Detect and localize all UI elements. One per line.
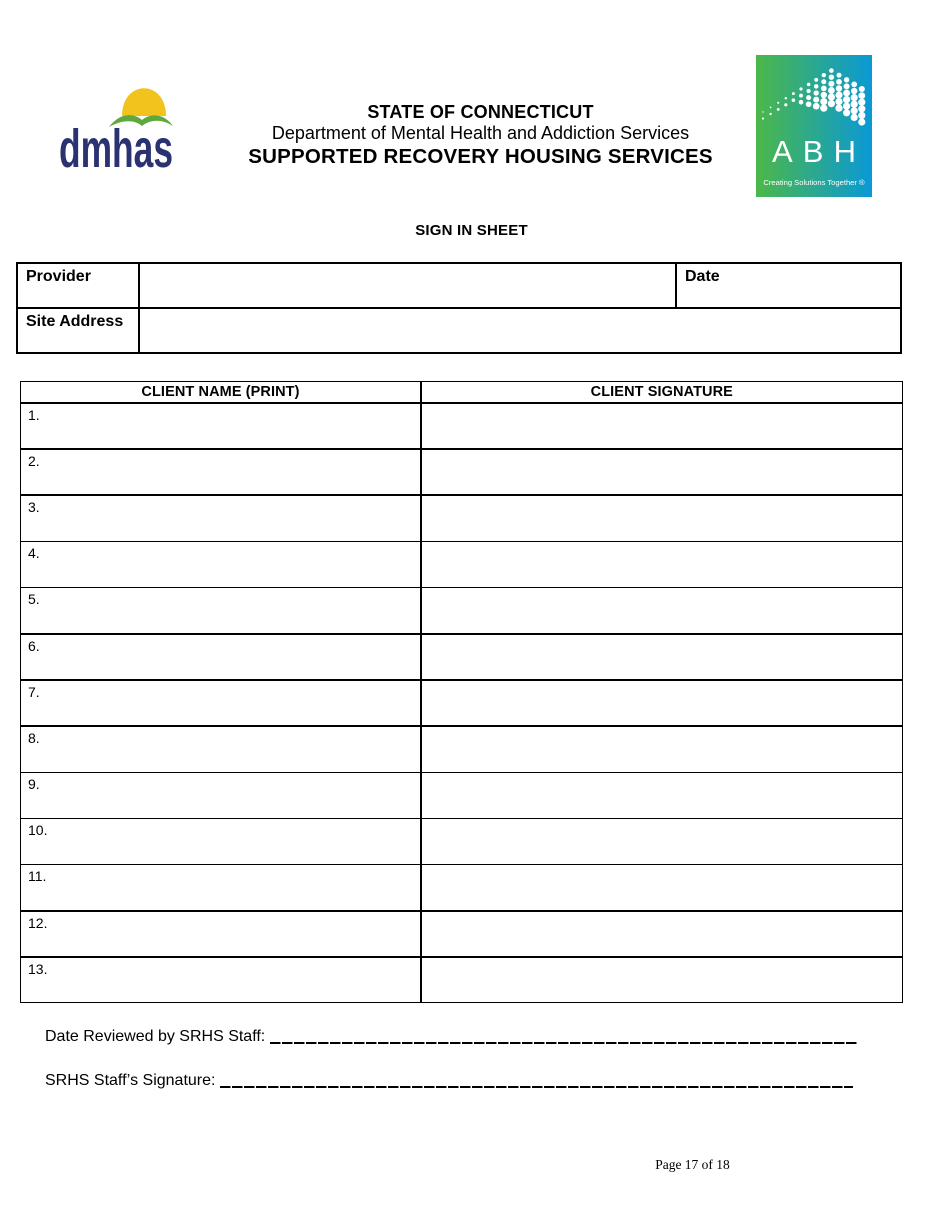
abh-wordmark: ABH — [772, 134, 856, 169]
department-title: Department of Mental Health and Addictio… — [271, 123, 690, 143]
dmhas-logo: dmhas — [59, 88, 173, 171]
client-signature-cell[interactable] — [421, 819, 902, 864]
client-signature-cell[interactable] — [421, 542, 902, 587]
client-signature-cell[interactable] — [421, 680, 902, 726]
page-title: SIGN IN SHEET — [415, 222, 528, 239]
row-number: 2. — [28, 452, 40, 469]
client-table: CLIENT NAME (PRINT) CLIENT SIGNATURE 1. 2… — [20, 381, 903, 1004]
client-signature-cell[interactable] — [421, 634, 902, 680]
client-name-cell[interactable]: 5. — [21, 588, 420, 633]
program-title: SUPPORTED RECOVERY HOUSING SERVICES — [248, 145, 713, 168]
client-signature-cell[interactable] — [421, 773, 902, 818]
column-header-client-signature: CLIENT SIGNATURE — [421, 382, 902, 402]
provider-info-table: Provider Date Site Address — [16, 262, 902, 354]
page-number: Page 17 of 18 — [655, 1157, 730, 1172]
client-signature-cell[interactable] — [421, 957, 902, 1003]
client-name-cell[interactable]: 4. — [21, 542, 420, 587]
date-label: Date — [685, 268, 720, 285]
site-address-field[interactable] — [140, 309, 900, 352]
dmhas-sun-shape — [122, 88, 166, 116]
abh-logo: ABH Creating Solutions Together ® — [756, 55, 872, 197]
client-name-cell[interactable]: 8. — [21, 726, 420, 772]
staff-signature-fill-line[interactable] — [220, 1086, 853, 1088]
row-number: 5. — [28, 591, 40, 608]
client-name-cell[interactable]: 12. — [21, 911, 420, 957]
client-name-cell[interactable]: 2. — [21, 449, 420, 495]
date-reviewed-line: Date Reviewed by SRHS Staff: — [45, 1028, 857, 1046]
row-number: 8. — [28, 729, 40, 746]
client-name-cell[interactable]: 10. — [21, 819, 420, 864]
site-address-value — [140, 309, 900, 313]
client-signature-cell[interactable] — [421, 911, 902, 957]
client-signature-cell[interactable] — [421, 588, 902, 633]
staff-signature-line: SRHS Staff’s Signature: — [45, 1072, 853, 1090]
site-address-label-cell: Site Address — [18, 309, 138, 352]
row-number: 4. — [28, 545, 40, 562]
client-name-cell[interactable]: 7. — [21, 680, 420, 726]
column-header-client-name: CLIENT NAME (PRINT) — [21, 382, 420, 402]
client-name-cell[interactable]: 6. — [21, 634, 420, 680]
client-signature-cell[interactable] — [421, 403, 902, 449]
row-number: 10. — [28, 822, 48, 839]
provider-value — [140, 264, 675, 268]
row-number: 7. — [28, 683, 40, 700]
row-number: 3. — [28, 498, 40, 515]
row-number: 11. — [28, 868, 47, 885]
client-signature-cell[interactable] — [421, 865, 902, 911]
dmhas-arc-shape — [109, 115, 173, 127]
date-reviewed-label: Date Reviewed by SRHS Staff: — [45, 1028, 266, 1045]
client-signature-cell[interactable] — [421, 495, 902, 541]
abh-tagline: Creating Solutions Together ® — [763, 178, 865, 187]
client-name-cell[interactable]: 1. — [21, 403, 420, 449]
provider-label-cell: Provider — [18, 264, 138, 307]
row-number: 12. — [28, 914, 48, 931]
provider-field[interactable] — [140, 264, 675, 307]
client-signature-cell[interactable] — [421, 449, 902, 495]
client-name-cell[interactable]: 11. — [21, 865, 420, 911]
row-number: 1. — [28, 406, 40, 423]
row-number: 9. — [28, 776, 40, 793]
date-field[interactable]: Date — [677, 264, 900, 307]
row-number: 6. — [28, 637, 40, 654]
provider-label: Provider — [26, 268, 91, 285]
abh-gradient-background — [756, 55, 872, 197]
client-name-cell[interactable]: 3. — [21, 495, 420, 541]
client-name-cell[interactable]: 9. — [21, 773, 420, 818]
staff-signature-label: SRHS Staff’s Signature: — [45, 1072, 216, 1089]
dmhas-wordmark: dmhas — [59, 119, 173, 171]
state-title: STATE OF CONNECTICUT — [367, 102, 594, 122]
abh-dots-pattern — [761, 68, 866, 126]
row-number: 13. — [28, 960, 48, 977]
letterhead: STATE OF CONNECTICUT Department of Menta… — [180, 102, 781, 168]
client-signature-cell[interactable] — [421, 726, 902, 772]
site-address-label: Site Address — [26, 313, 124, 330]
client-name-cell[interactable]: 13. — [21, 957, 420, 1003]
date-reviewed-fill-line[interactable] — [270, 1042, 857, 1044]
